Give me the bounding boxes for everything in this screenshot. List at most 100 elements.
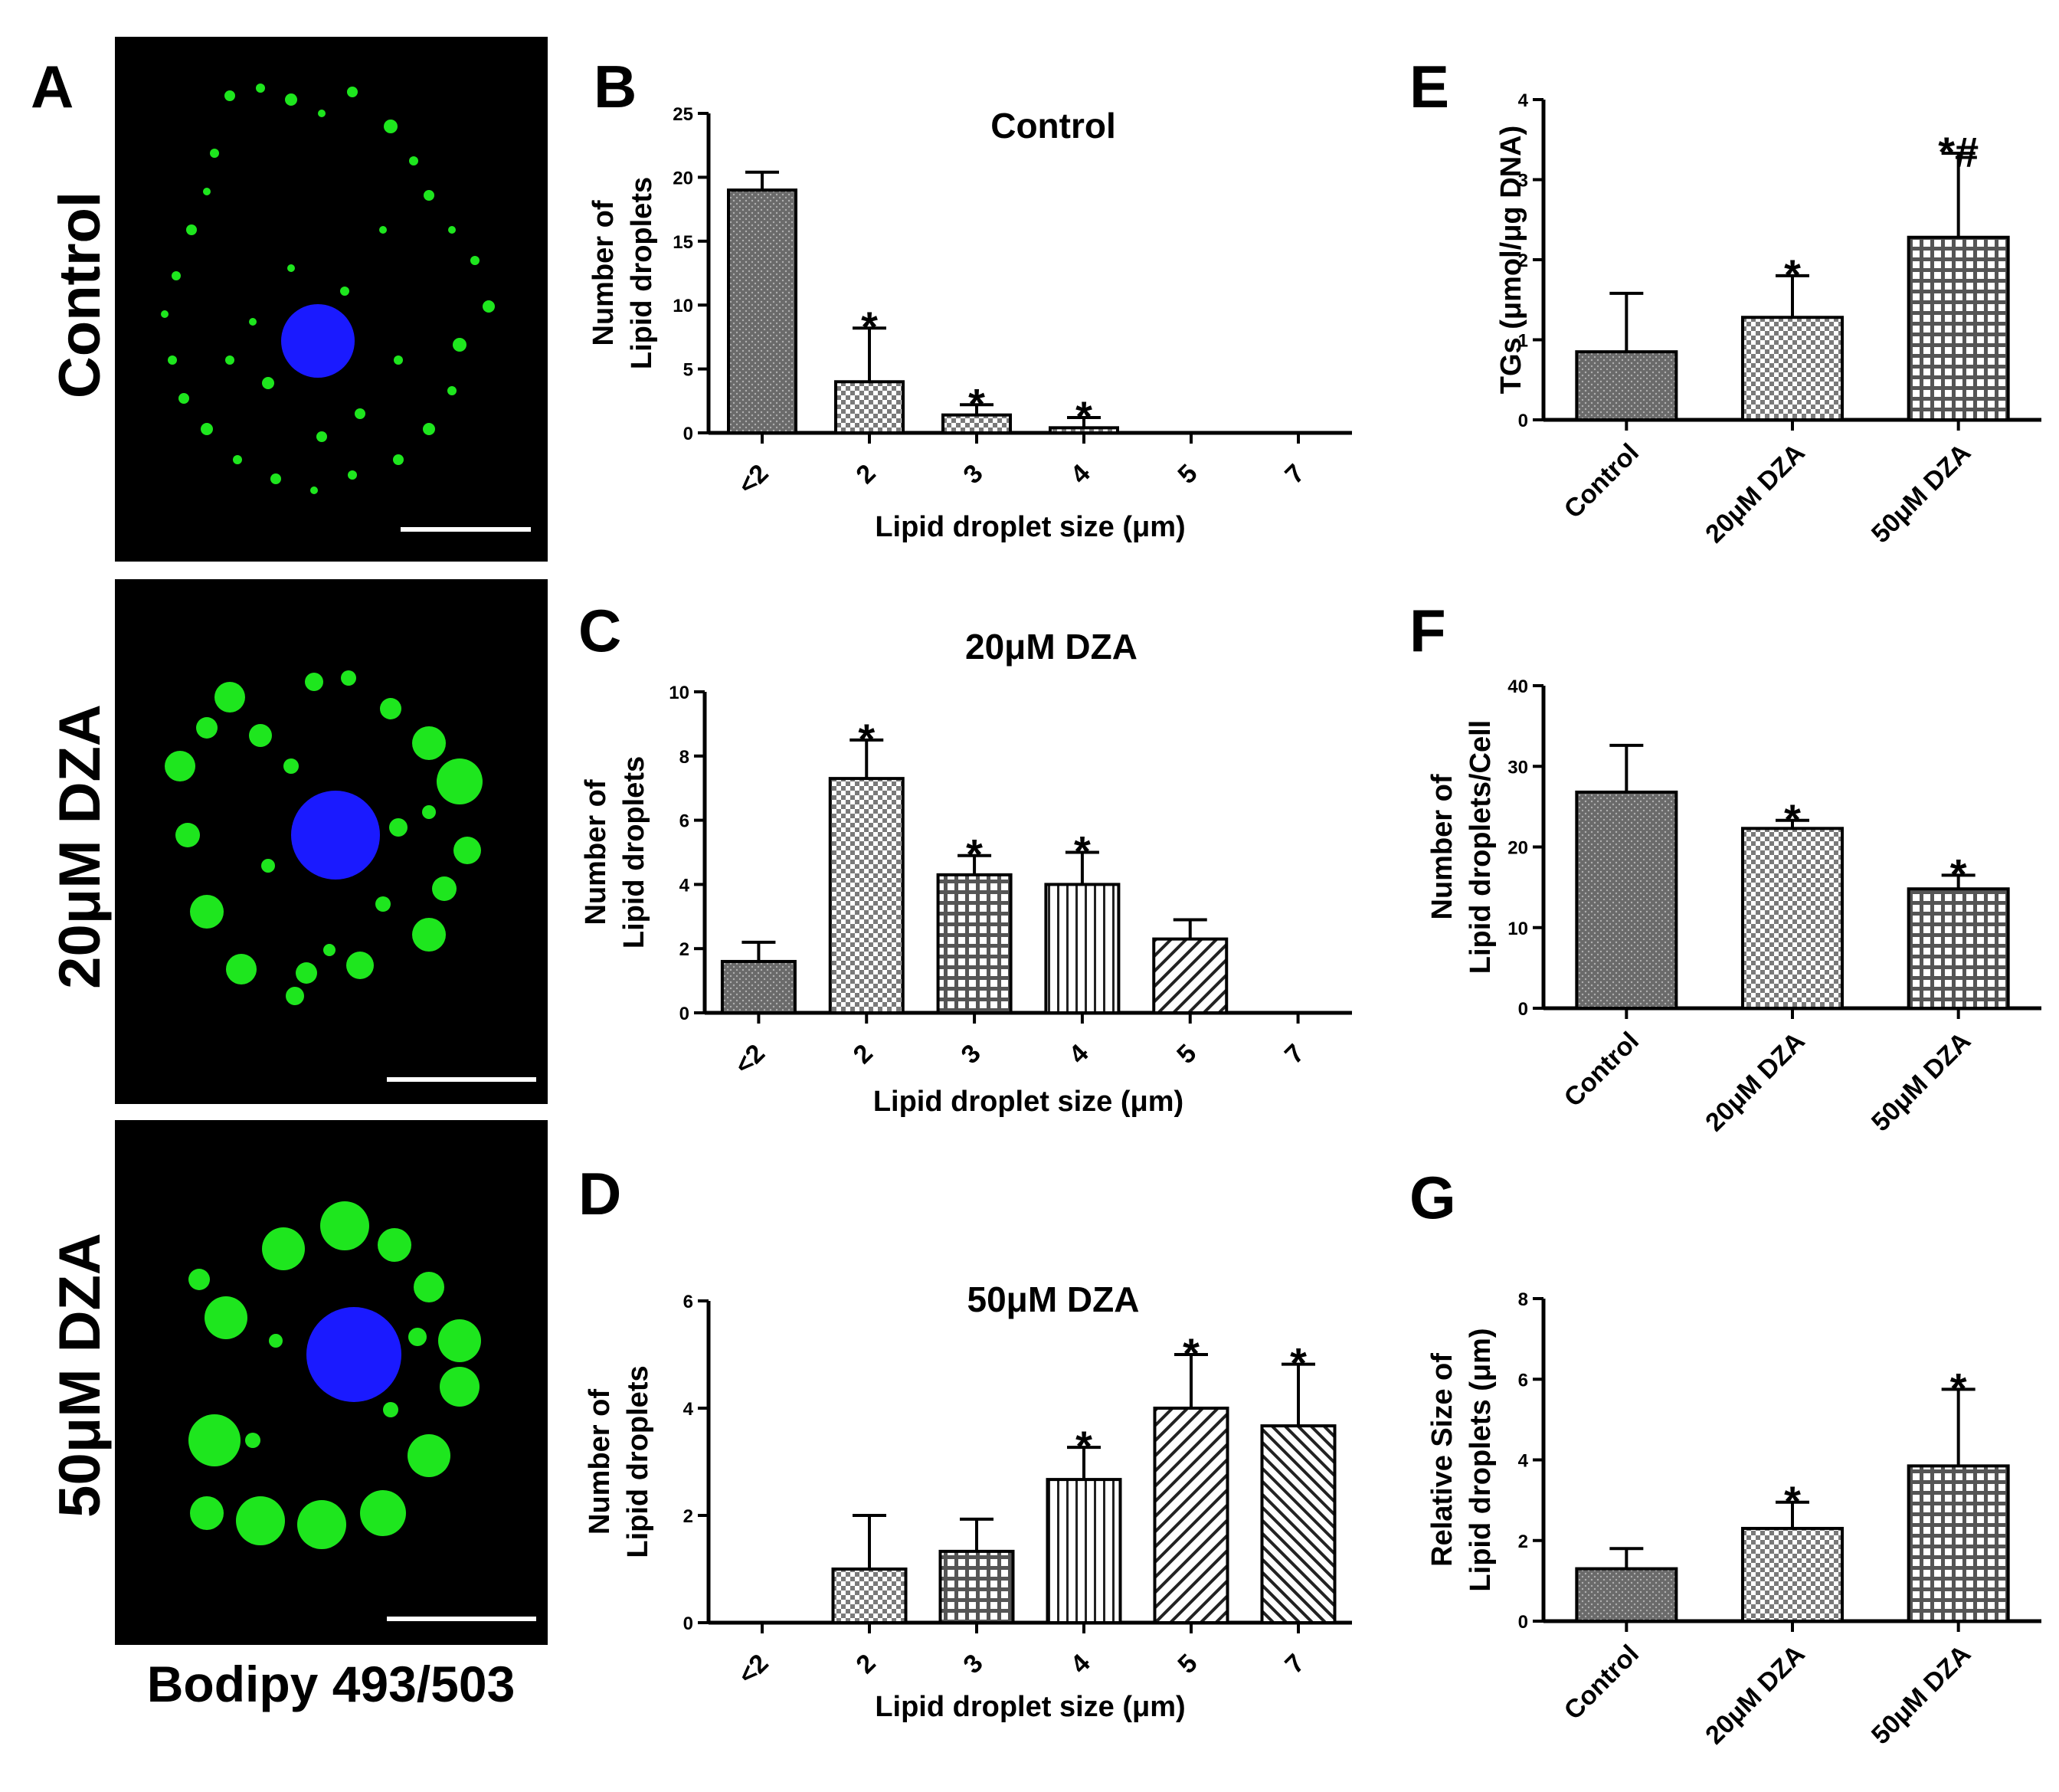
y-tick-label: 10 [673,296,693,316]
significance-marker: *# [1938,128,1979,176]
bar [1046,1478,1122,1624]
lipid-droplets-20um [165,670,483,1005]
x-axis-label: Lipid droplet size (μm) [875,1691,1185,1723]
y-tick-label: 10 [669,683,689,703]
bar [828,777,905,1014]
y-axis-label: Lipid droplets [622,1365,654,1558]
nucleus-50um [306,1307,401,1402]
x-tick-label: Control [1559,1640,1645,1725]
y-axis-label: Number of [588,200,620,346]
y-tick-label: 15 [673,232,693,253]
y-axis-label: Relative Size of [1426,1353,1458,1567]
x-tick-label: 3 [957,459,988,490]
x-tick-label: Control [1559,1027,1645,1112]
y-tick-label: 8 [1518,1289,1528,1310]
significance-marker: * [1075,1422,1092,1470]
y-axis-label: Number of [580,779,612,925]
chart-e: E 0 1 2 3 4 TGs (μmol/μg DNA) Control 20μM DZA * 5… [1409,53,2041,549]
x-tick-label: 7 [1279,459,1310,490]
bar [727,188,797,435]
bar [1153,1407,1229,1624]
chart-g: G 0 2 4 6 8 Relative Size of Lipid droplets (μm… [1409,1164,2041,1750]
bar [831,1568,908,1624]
chart-title: Control [990,106,1116,146]
x-tick-label: 4 [1065,459,1095,490]
panel-letter-e: E [1409,53,1449,120]
x-tick-label: 2 [850,459,881,490]
y-axis-label: Lipid droplets (μm) [1465,1328,1497,1591]
y-tick-label: 20 [1507,838,1528,859]
bar [936,873,1013,1014]
y-tick-label: 6 [683,1292,693,1312]
row-label-control: Control [47,192,113,398]
y-tick-label: 6 [1518,1370,1528,1391]
y-tick-label: 4 [683,1399,694,1420]
panel-a-caption: Bodipy 493/503 [147,1656,516,1712]
bar [1260,1424,1337,1624]
y-axis-label: Number of [1426,774,1458,919]
x-tick-label: 20μM DZA [1700,438,1810,549]
significance-marker: * [1784,1477,1801,1525]
chart-c: C 20μM DZA 0 2 4 6 8 10 Number of Lipid droplets L… [578,597,1352,1118]
y-tick-label: 0 [1518,411,1528,431]
y-tick-label: 2 [679,939,689,960]
panel-letter-b: B [594,53,637,120]
y-tick-label: 0 [1518,1612,1528,1633]
y-axis-label: TGs (μmol/μg DNA) [1495,126,1527,394]
nucleus-control [281,304,355,378]
x-tick-label: 4 [1063,1039,1094,1070]
bar [1575,1567,1678,1623]
chart-title: 20μM DZA [965,627,1138,667]
panel-letter-f: F [1409,597,1446,664]
y-axis-label: Number of [584,1389,616,1535]
bar [1907,887,2010,1010]
y-tick-label: 10 [1507,919,1528,939]
y-axis-label: Lipid droplets/Cell [1465,720,1497,974]
panel-letter-d: D [578,1160,621,1227]
x-tick-label: 3 [955,1039,986,1070]
micrograph-50um-dza [115,1120,548,1645]
significance-marker: * [1074,827,1091,876]
y-tick-label: 30 [1507,757,1528,778]
x-axis-label: Lipid droplet size (μm) [873,1086,1183,1118]
bar [1741,316,1844,421]
x-tick-label: 20μM DZA [1700,1027,1810,1137]
significance-marker: * [1290,1339,1307,1387]
significance-marker: * [966,830,983,879]
significance-marker: * [1075,392,1092,441]
x-tick-label: 5 [1172,1649,1203,1679]
x-axis-label: Lipid droplet size (μm) [875,511,1185,543]
y-tick-label: 4 [1518,1451,1529,1472]
x-tick-label: 50μM DZA [1866,438,1976,549]
bar [1741,1526,1844,1623]
y-tick-label: 2 [1518,251,1528,271]
y-tick-label: 25 [673,104,693,125]
significance-marker: * [1784,251,1801,299]
nucleus-20um [291,791,380,880]
panel-letter-g: G [1409,1164,1456,1231]
y-tick-label: 40 [1507,677,1528,697]
x-tick-label: 2 [850,1649,881,1679]
micrograph-control [115,37,548,562]
x-tick-label: 7 [1279,1649,1310,1679]
x-tick-label: 5 [1172,459,1203,490]
row-label-50um-dza: 50μM DZA [47,1233,113,1518]
scale-bar-20um [387,1077,536,1082]
chart-d: D 50μM DZA 0 2 4 6 Number of Lipid droplets Lipi… [578,1160,1352,1723]
y-tick-label: 0 [683,424,693,444]
x-tick-label: 50μM DZA [1866,1640,1976,1750]
scale-bar-control [401,527,531,532]
bar [1152,937,1229,1015]
bar [1575,350,1678,421]
row-label-20um-dza: 20μM DZA [47,704,113,989]
y-tick-label: 2 [1518,1532,1528,1552]
panel-letter-c: C [578,597,621,664]
chart-b: B Control 0 5 10 15 20 25 Number of Lipid droplet… [588,53,1352,543]
scale-bar-50um [387,1617,536,1621]
x-tick-label: 2 [848,1039,879,1070]
y-tick-label: 20 [673,168,693,188]
x-tick-label: 7 [1279,1039,1310,1070]
y-tick-label: 0 [1518,999,1528,1020]
